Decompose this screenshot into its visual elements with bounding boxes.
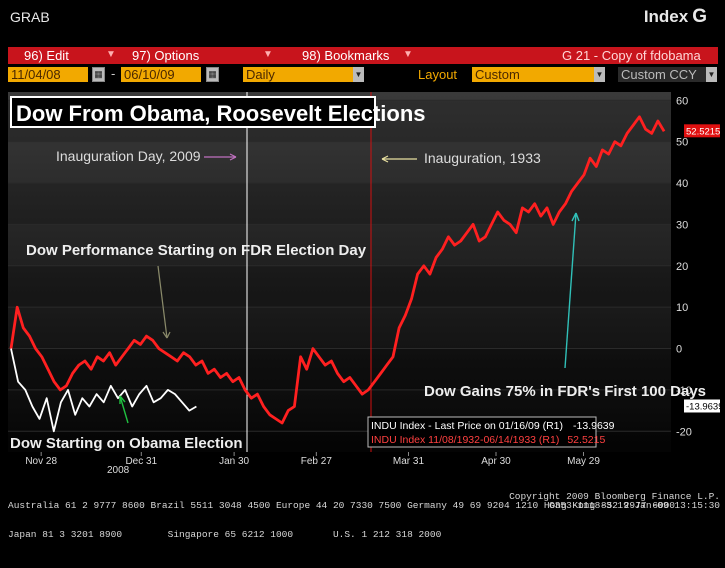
menu-item-bookmarks[interactable]: 98) Bookmarks [302, 48, 390, 63]
annotation-arrow-obama [119, 395, 129, 424]
layout-select[interactable]: Custom [472, 67, 596, 82]
x-tick-label: Jan 30 [219, 456, 249, 467]
dropdown-arrow-icon: ▼ [106, 49, 116, 60]
top-bar: GRAB Index G [0, 0, 725, 44]
y-tick-label: 40 [676, 178, 688, 190]
index-label: Index G [644, 6, 707, 28]
chevron-down-icon[interactable]: ▼ [706, 67, 717, 82]
y-tick-label: 60 [676, 95, 688, 107]
field-row: 11/04/08 ▦ - 06/10/09 ▦ Daily ▼ Layout C… [8, 66, 718, 84]
annotation-arrow-gains [564, 212, 577, 369]
annotation-inauguration-2009: Inauguration Day, 2009 [56, 148, 201, 164]
arrow-head-icon [229, 153, 237, 161]
arrow-head-icon [571, 212, 580, 222]
arrow-head-icon [381, 155, 389, 163]
y-tick-label: -20 [676, 426, 692, 438]
annotation-arrow-fdr [157, 265, 168, 339]
x-tick-label: Feb 27 [301, 456, 333, 467]
function-glyph: G [692, 6, 707, 27]
arrow-head-icon [162, 331, 171, 339]
last-value-label: -13.9639 [686, 401, 721, 412]
dropdown-arrow-icon: ▼ [263, 49, 273, 60]
y-tick-label: 0 [676, 344, 682, 356]
annotation-obama-start: Dow Starting on Obama Election [10, 435, 243, 452]
chevron-down-icon[interactable]: ▼ [353, 67, 364, 82]
y-tick-label: 30 [676, 219, 688, 231]
annotation-fdr-gains: Dow Gains 75% in FDR's First 100 Days [424, 383, 706, 400]
footer-copyright: Copyright 2009 Bloomberg Finance L.P. [509, 490, 720, 502]
y-tick-label: 20 [676, 261, 688, 273]
dropdown-arrow-icon: ▼ [403, 49, 413, 60]
chart-title: Dow From Obama, Roosevelt Elections [16, 101, 426, 126]
legend-entry-fdr: INDU Index 11/08/1932-06/14/1933 (R1) 52.… [371, 434, 605, 446]
legend-entry-fdr-label: INDU Index 11/08/1932-06/14/1933 (R1) [371, 434, 559, 446]
footer-phone-line-2: Japan 81 3 3201 8900 Singapore 65 6212 1… [8, 528, 442, 540]
x-axis-sublabel: 2008 [107, 465, 130, 476]
chart-title-box-inner [12, 98, 374, 126]
annotation-inauguration-1933: Inauguration, 1933 [424, 150, 541, 166]
legend-box [367, 416, 597, 448]
footer: Australia 61 2 9777 8600 Brazil 5511 304… [8, 482, 720, 568]
x-tick-label: Apr 30 [481, 456, 511, 467]
series-line-fdr [9, 115, 666, 425]
calendar-icon[interactable]: ▦ [206, 67, 219, 82]
x-tick-label: May 29 [567, 456, 600, 467]
menu-bar: 96) Edit ▼ 97) Options ▼ 98) Bookmarks ▼… [8, 47, 718, 64]
last-value-marker [684, 124, 720, 138]
index-text: Index [643, 7, 689, 26]
footer-timestamp: G353-1118-3 19-Jan-09 13:15:30 [548, 500, 720, 511]
legend-entry-fdr-value: 52.5215 [567, 434, 605, 446]
last-value-label: 52.5215 [686, 126, 720, 137]
chart-area: 52.5215 -13.9639 60 50 40 30 20 10 0 -10 -20 Nov … [4, 88, 724, 483]
x-tick-label: Mar 31 [393, 456, 425, 467]
y-tick-label: 10 [676, 302, 688, 314]
last-value-marker [684, 399, 720, 413]
legend-entry-obama: INDU Index - Last Price on 01/16/09 (R1)… [371, 420, 615, 432]
calendar-icon[interactable]: ▦ [92, 67, 105, 82]
x-tick-label: Nov 28 [25, 456, 57, 467]
layout-label: Layout [418, 67, 458, 82]
page-title: G 21 - Copy of fdobama [562, 48, 701, 63]
y-tick-label: 50 [676, 137, 688, 149]
y-tick-label: -10 [676, 385, 692, 397]
legend-entry-obama-label: INDU Index - Last Price on 01/16/09 (R1) [371, 420, 563, 432]
legend-entry-obama-value: -13.9639 [573, 420, 615, 432]
footer-phone-line-1: Australia 61 2 9777 8600 Brazil 5511 304… [8, 500, 676, 511]
plot-background [8, 92, 671, 452]
grid-band [8, 183, 671, 225]
currency-select[interactable]: Custom CCY [618, 67, 706, 82]
line-chart: 52.5215 -13.9639 60 50 40 30 20 10 0 -10 -20 Nov … [8, 92, 724, 476]
menu-item-edit[interactable]: 96) Edit [24, 48, 69, 63]
grid-band [8, 348, 671, 390]
grab-label: GRAB [10, 9, 50, 25]
end-date-field[interactable]: 06/10/09 [121, 67, 201, 82]
series-line-obama [10, 348, 197, 433]
x-tick-label: Dec 31 [125, 456, 157, 467]
menu-item-options[interactable]: 97) Options [132, 48, 200, 63]
chevron-down-icon[interactable]: ▼ [594, 67, 605, 82]
grid-band [8, 265, 671, 308]
date-separator: - [111, 66, 116, 81]
annotation-fdr-performance: Dow Performance Starting on FDR Election… [26, 242, 367, 259]
start-date-field[interactable]: 11/04/08 [8, 67, 88, 82]
period-select[interactable]: Daily [243, 67, 355, 82]
arrow-head-icon [119, 395, 126, 404]
